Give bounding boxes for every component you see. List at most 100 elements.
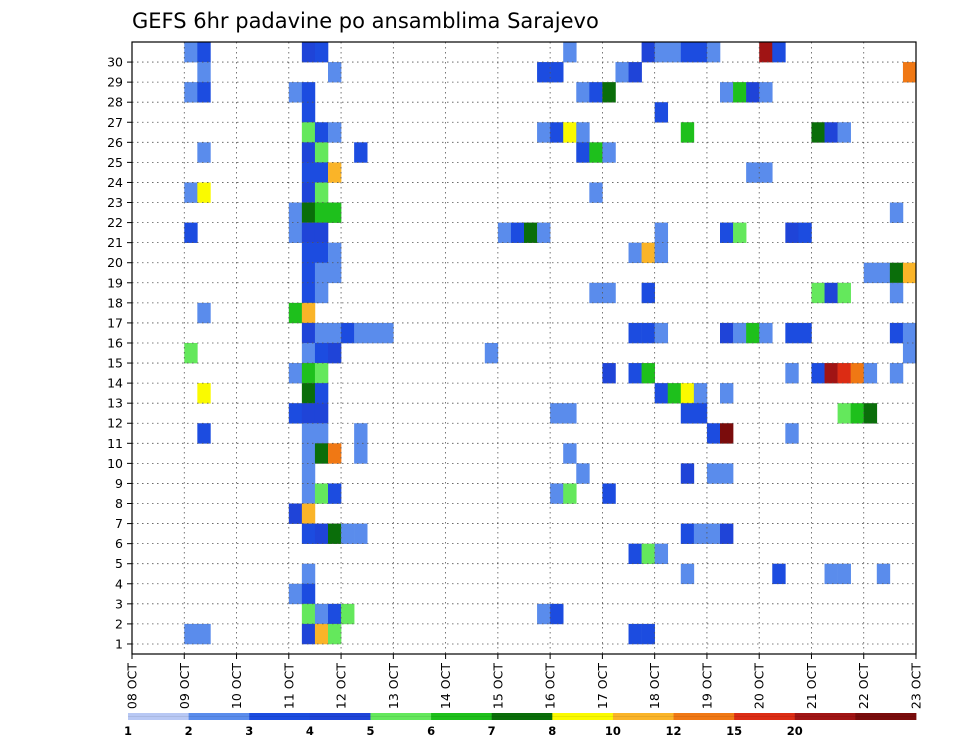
precip-cell <box>759 82 773 103</box>
precip-cell <box>720 463 734 484</box>
y-tick-label: 3 <box>115 596 123 611</box>
precip-cell <box>706 523 721 544</box>
precip-cell <box>772 42 786 63</box>
precip-cell <box>641 363 655 384</box>
precip-cell <box>301 282 316 304</box>
precip-cell <box>537 62 551 83</box>
precip-cell <box>589 142 603 163</box>
precip-cell <box>328 483 342 504</box>
precip-cell <box>563 483 577 504</box>
precip-cell <box>197 82 211 103</box>
precip-cell <box>314 142 329 163</box>
precip-cell <box>197 302 211 324</box>
precip-cell <box>550 62 564 83</box>
precip-cell <box>301 222 316 243</box>
precip-cell <box>341 523 355 544</box>
precip-cell <box>863 363 878 384</box>
precip-cell <box>680 523 695 544</box>
precip-cell <box>680 563 695 585</box>
y-tick-label: 5 <box>115 556 123 571</box>
precip-cell <box>785 322 799 344</box>
precip-cell <box>563 42 577 63</box>
precip-cell <box>184 82 198 103</box>
precip-cell <box>314 342 329 364</box>
precip-cell <box>314 222 329 243</box>
precip-cell <box>328 122 342 143</box>
precip-cell <box>576 122 590 143</box>
precip-cell <box>824 122 838 143</box>
precip-cell <box>693 42 708 63</box>
precip-cell <box>301 503 316 524</box>
precip-cell <box>693 383 708 404</box>
precip-cell <box>314 443 329 464</box>
precip-cell <box>341 322 355 344</box>
precip-cell <box>902 62 917 83</box>
precip-cell <box>314 242 329 264</box>
legend-label: 6 <box>427 724 435 738</box>
x-tick-label: 23 OCT <box>909 663 924 709</box>
chart-title: GEFS 6hr padavine po ansamblima Sarajevo <box>132 9 599 33</box>
precip-cell <box>680 383 695 404</box>
precip-cell <box>576 82 590 103</box>
legend-label: 7 <box>488 724 496 738</box>
precip-cell <box>301 142 316 163</box>
precip-cell <box>733 82 747 103</box>
precip-cell <box>876 262 891 284</box>
legend-label: 3 <box>245 724 253 738</box>
precip-cell <box>288 403 303 424</box>
precip-cell <box>641 242 655 264</box>
precip-cell <box>641 322 655 344</box>
precip-cell <box>197 423 211 444</box>
legend-swatch <box>370 713 432 720</box>
precip-cell <box>301 483 316 504</box>
precip-cell <box>680 463 695 484</box>
precip-cell <box>314 122 329 143</box>
precip-cell <box>720 322 734 344</box>
precip-cell <box>628 322 642 344</box>
precip-cell <box>288 503 303 524</box>
precip-cell <box>759 322 773 344</box>
precip-cell <box>184 42 198 63</box>
precip-cell <box>720 523 734 544</box>
y-tick-label: 16 <box>107 335 123 350</box>
precip-cell <box>288 583 303 605</box>
precip-cell <box>301 182 316 203</box>
precip-cell <box>759 42 773 63</box>
precip-cell <box>184 182 198 203</box>
y-tick-label: 1 <box>115 636 123 651</box>
grid-lines <box>132 42 916 654</box>
precip-cell <box>837 403 851 424</box>
precip-cell <box>328 62 342 83</box>
precip-cell <box>772 563 786 585</box>
precip-cell <box>314 202 329 223</box>
precip-cell <box>314 363 329 384</box>
y-tick-label: 6 <box>115 536 123 551</box>
precip-cell <box>563 403 577 424</box>
precip-cell <box>628 62 642 83</box>
precip-cell <box>301 583 316 605</box>
x-axis: 08 OCT 09 OCT 10 OCT 11 OCT 12 OCT 13 OCT 14 O… <box>125 654 924 709</box>
x-tick-label: 16 OCT <box>543 663 558 709</box>
precip-cell <box>314 603 329 625</box>
precip-cell <box>537 122 551 143</box>
legend-swatch <box>431 713 493 720</box>
legend-label: 2 <box>185 724 193 738</box>
precip-cell <box>576 463 590 484</box>
y-tick-label: 7 <box>115 516 123 531</box>
precip-cell <box>589 182 603 203</box>
precip-cell <box>654 543 669 565</box>
precip-cell <box>889 202 904 223</box>
precip-cell <box>341 603 355 625</box>
x-tick-label: 15 OCT <box>490 663 505 709</box>
heatmap-cells <box>184 42 917 645</box>
precip-cell <box>301 383 316 404</box>
precip-cell <box>641 543 655 565</box>
precip-cell <box>301 302 316 324</box>
legend-swatch <box>188 713 250 720</box>
precip-cell <box>301 102 316 123</box>
y-tick-label: 15 <box>107 356 123 371</box>
precip-cell <box>902 342 917 364</box>
precip-cell <box>602 363 616 384</box>
precip-cell <box>654 383 669 404</box>
